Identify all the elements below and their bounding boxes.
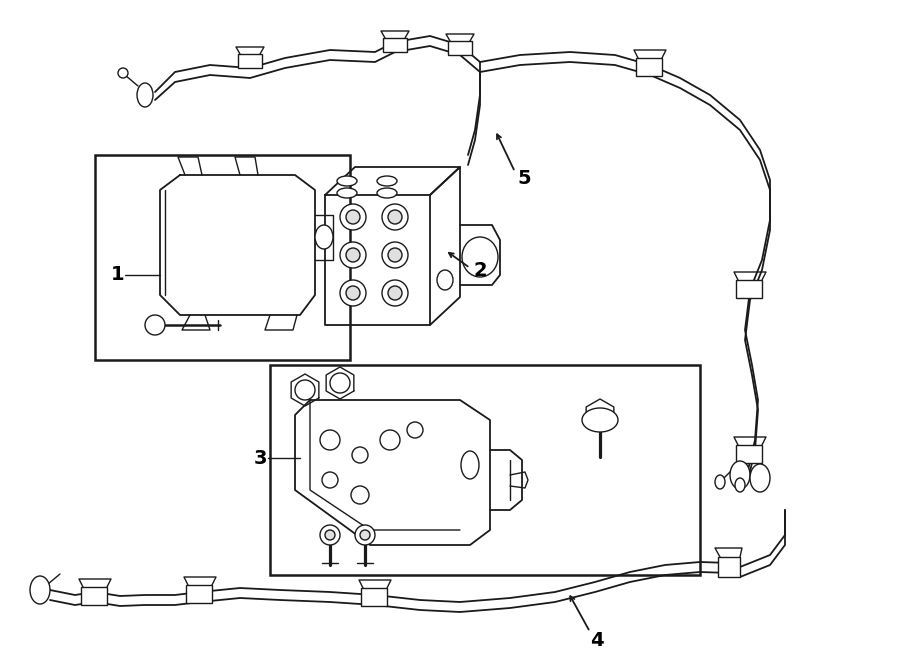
Ellipse shape — [380, 430, 400, 450]
Ellipse shape — [325, 530, 335, 540]
Text: 1: 1 — [112, 266, 125, 284]
Ellipse shape — [322, 472, 338, 488]
Ellipse shape — [382, 280, 408, 306]
Bar — [383, 38, 407, 52]
Bar — [238, 54, 262, 68]
Ellipse shape — [320, 525, 340, 545]
Text: 4: 4 — [590, 631, 604, 650]
Ellipse shape — [320, 430, 340, 450]
Bar — [361, 588, 387, 606]
Ellipse shape — [735, 478, 745, 492]
Ellipse shape — [382, 242, 408, 268]
Ellipse shape — [461, 451, 479, 479]
Ellipse shape — [355, 525, 375, 545]
Ellipse shape — [388, 286, 402, 300]
Ellipse shape — [340, 204, 366, 230]
Ellipse shape — [337, 176, 357, 186]
Ellipse shape — [382, 204, 408, 230]
Ellipse shape — [388, 248, 402, 262]
Ellipse shape — [407, 422, 423, 438]
Ellipse shape — [346, 210, 360, 224]
Ellipse shape — [377, 188, 397, 198]
Bar — [718, 557, 740, 577]
Ellipse shape — [315, 225, 333, 249]
Text: 5: 5 — [518, 169, 531, 188]
Ellipse shape — [715, 475, 725, 489]
Bar — [186, 585, 212, 603]
Ellipse shape — [330, 373, 350, 393]
Ellipse shape — [582, 408, 618, 432]
Ellipse shape — [337, 188, 357, 198]
Bar — [736, 445, 762, 463]
Ellipse shape — [377, 176, 397, 186]
Ellipse shape — [750, 464, 770, 492]
Ellipse shape — [352, 447, 368, 463]
Ellipse shape — [730, 461, 750, 489]
Bar — [270, 365, 700, 575]
Bar — [736, 280, 762, 298]
Ellipse shape — [137, 83, 153, 107]
Bar — [95, 155, 350, 360]
Ellipse shape — [388, 210, 402, 224]
Ellipse shape — [295, 380, 315, 400]
Ellipse shape — [340, 280, 366, 306]
Ellipse shape — [118, 68, 128, 78]
Ellipse shape — [462, 237, 498, 277]
Text: 3: 3 — [253, 449, 266, 467]
Ellipse shape — [360, 530, 370, 540]
Ellipse shape — [145, 315, 165, 335]
Bar — [81, 587, 107, 605]
Bar — [636, 58, 662, 76]
Bar — [448, 41, 472, 55]
Text: 2: 2 — [473, 260, 487, 280]
Ellipse shape — [346, 248, 360, 262]
Ellipse shape — [340, 242, 366, 268]
Ellipse shape — [351, 486, 369, 504]
Ellipse shape — [30, 576, 50, 604]
Ellipse shape — [437, 270, 453, 290]
Ellipse shape — [346, 286, 360, 300]
